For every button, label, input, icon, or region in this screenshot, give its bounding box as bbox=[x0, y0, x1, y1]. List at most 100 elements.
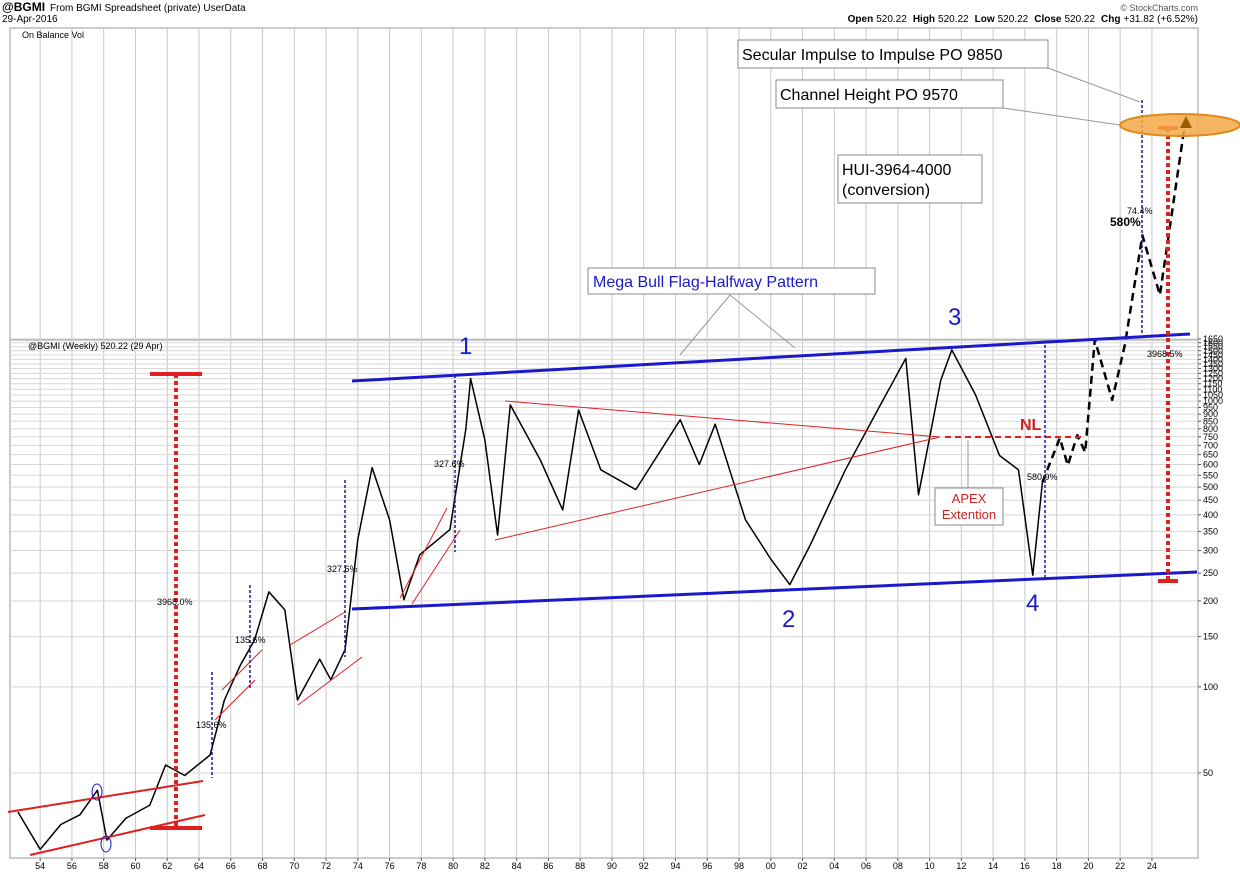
x-tick-label: 22 bbox=[1115, 861, 1125, 871]
quote: Open 520.22 High 520.22 Low 520.22 Close 520.22… bbox=[848, 14, 1198, 25]
x-tick-label: 70 bbox=[289, 861, 299, 871]
y-tick-label: 1600 bbox=[1203, 338, 1223, 348]
symbol: @BGMI bbox=[2, 0, 45, 14]
x-tick-label: 54 bbox=[35, 861, 45, 871]
x-tick-label: 10 bbox=[925, 861, 935, 871]
percent-label: 3968.0% bbox=[157, 597, 193, 607]
source: From BGMI Spreadsheet (private) UserData bbox=[50, 3, 246, 14]
triangle-top bbox=[504, 400, 941, 438]
y-tick-label: 600 bbox=[1203, 460, 1218, 470]
y-tick-label: 1500 bbox=[1203, 346, 1223, 356]
y-tick-label: 1650 bbox=[1203, 334, 1223, 344]
upper-panel-label: On Balance Vol bbox=[22, 30, 84, 40]
y-tick-label: 1250 bbox=[1203, 368, 1223, 378]
flag-line bbox=[289, 611, 346, 646]
x-tick-label: 92 bbox=[639, 861, 649, 871]
y-tick-label: 1150 bbox=[1203, 379, 1222, 389]
x-tick-label: 62 bbox=[162, 861, 172, 871]
base-bottom bbox=[29, 814, 206, 856]
percent-label: 74.4% bbox=[1127, 206, 1153, 216]
price-line bbox=[17, 349, 1044, 851]
x-tick-label: 88 bbox=[575, 861, 585, 871]
y-tick-label: 1450 bbox=[1203, 350, 1223, 360]
x-tick-label: 74 bbox=[353, 861, 363, 871]
percent-label: 327.6% bbox=[434, 459, 465, 469]
grid bbox=[10, 28, 1201, 861]
wave-label: 2 bbox=[782, 606, 795, 633]
annotation: Mega Bull Flag-Halfway Pattern bbox=[593, 274, 818, 291]
trend-lines bbox=[7, 67, 1240, 856]
y-tick-label: 1550 bbox=[1203, 342, 1223, 352]
y-tick-label: 350 bbox=[1203, 526, 1218, 536]
x-tick-label: 16 bbox=[1020, 861, 1030, 871]
quote-value: 520.22 bbox=[876, 14, 907, 25]
quote-label: Chg bbox=[1101, 14, 1120, 25]
target-ellipse bbox=[1119, 113, 1240, 137]
quote-value: 520.22 bbox=[1064, 14, 1095, 25]
y-tick-label: 950 bbox=[1203, 402, 1218, 412]
x-tick-label: 76 bbox=[385, 861, 395, 871]
annotation-box bbox=[775, 79, 1004, 109]
pointer bbox=[729, 294, 796, 349]
x-tick-label: 94 bbox=[670, 861, 680, 871]
annotation-box bbox=[934, 487, 1004, 526]
triangle-bottom bbox=[494, 436, 941, 541]
x-tick-label: 66 bbox=[226, 861, 236, 871]
y-tick-label: 200 bbox=[1203, 596, 1218, 606]
y-tick-label: 500 bbox=[1203, 482, 1218, 492]
x-tick-label: 08 bbox=[893, 861, 903, 871]
y-tick-label: 550 bbox=[1203, 470, 1218, 480]
y-tick-label: 300 bbox=[1203, 546, 1218, 556]
annotation: (conversion) bbox=[842, 182, 930, 199]
quote-value: +31.82 (+6.52%) bbox=[1124, 14, 1199, 25]
percent-label: 327.6% bbox=[327, 564, 358, 574]
circle bbox=[91, 783, 103, 801]
y-tick-label: 1400 bbox=[1203, 354, 1223, 364]
flag-line bbox=[297, 656, 363, 706]
annotation-box bbox=[587, 267, 876, 295]
circle bbox=[100, 835, 112, 853]
y-tick-label: 1350 bbox=[1203, 359, 1223, 369]
quote-label: Open bbox=[848, 14, 874, 25]
pointer bbox=[1047, 67, 1141, 103]
annotation: HUI-3964-4000 bbox=[842, 162, 952, 179]
x-tick-label: 60 bbox=[130, 861, 140, 871]
y-tick-label: 900 bbox=[1203, 409, 1218, 419]
plot-frame bbox=[9, 27, 1199, 859]
x-tick-label: 14 bbox=[988, 861, 998, 871]
annotation-box bbox=[737, 39, 1049, 69]
x-tick-label: 64 bbox=[194, 861, 204, 871]
x-tick-label: 00 bbox=[766, 861, 776, 871]
x-tick-label: 96 bbox=[702, 861, 712, 871]
wave-label: 4 bbox=[1026, 590, 1039, 617]
x-tick-label: 18 bbox=[1052, 861, 1062, 871]
quote-label: High bbox=[913, 14, 935, 25]
y-tick-label: 1200 bbox=[1203, 373, 1223, 383]
y-tick-label: 50 bbox=[1203, 768, 1213, 778]
annotation: Extention bbox=[942, 507, 996, 522]
x-tick-label: 20 bbox=[1083, 861, 1093, 871]
flag-line bbox=[411, 529, 461, 605]
y-tick-label: 100 bbox=[1203, 682, 1218, 692]
quote-value: 520.22 bbox=[998, 14, 1029, 25]
channel-top bbox=[351, 332, 1191, 383]
x-tick-label: 80 bbox=[448, 861, 458, 871]
percent-label: 580.9% bbox=[1027, 472, 1058, 482]
x-tick-label: 58 bbox=[99, 861, 109, 871]
y-tick-label: 400 bbox=[1203, 510, 1218, 520]
wave-label: 1 bbox=[459, 333, 472, 360]
y-tick-label: 1100 bbox=[1203, 384, 1222, 394]
pointer bbox=[1002, 107, 1121, 126]
quote-label: Low bbox=[975, 14, 995, 25]
quote-value: 520.22 bbox=[938, 14, 969, 25]
x-tick-label: 68 bbox=[258, 861, 268, 871]
target-arrow bbox=[1180, 116, 1192, 128]
quote-label: Close bbox=[1034, 14, 1062, 25]
percent-label: 580% bbox=[1110, 215, 1141, 229]
pointer bbox=[679, 294, 731, 356]
y-tick-label: 450 bbox=[1203, 495, 1218, 505]
y-tick-label: 1000 bbox=[1203, 396, 1223, 406]
copyright: © StockCharts.com bbox=[1120, 3, 1198, 13]
annotation: Secular Impulse to Impulse PO 9850 bbox=[742, 47, 1003, 64]
